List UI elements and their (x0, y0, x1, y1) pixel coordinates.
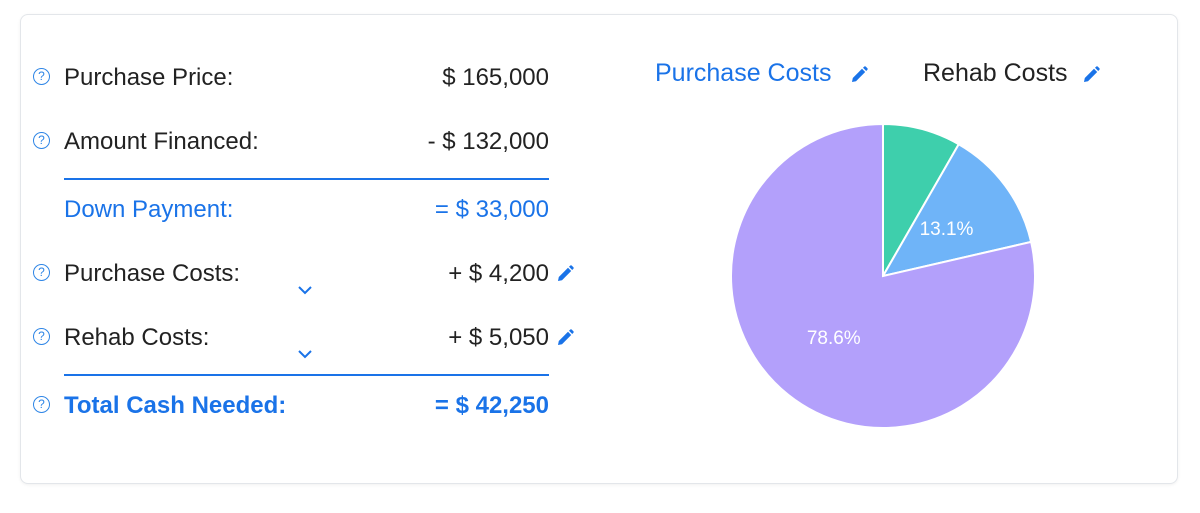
chevron-down-icon[interactable] (297, 284, 313, 296)
rehab-costs-label: Rehab Costs: (64, 324, 210, 351)
down-payment-row: Down Payment: = $ 33,000 (21, 190, 621, 230)
down-payment-label: Down Payment: (64, 196, 234, 223)
purchase-costs-value: + $ 4,200 (448, 260, 549, 287)
amount-financed-row: ? Amount Financed: - $ 132,000 (21, 122, 621, 162)
down-payment-value: = $ 33,000 (434, 196, 549, 223)
tab-purchase-costs[interactable]: Purchase Costs (655, 59, 832, 87)
pencil-icon[interactable] (1081, 65, 1101, 85)
help-icon[interactable]: ? (33, 396, 50, 413)
divider (64, 178, 549, 180)
cost-breakdown-pie-chart: 13.1% 78.6% (730, 122, 1036, 429)
amount-financed-value: - $ 132,000 (427, 128, 549, 155)
divider (64, 374, 549, 376)
total-cash-needed-row: ? Total Cash Needed: = $ 42,250 (21, 386, 621, 426)
chevron-down-icon[interactable] (297, 348, 313, 360)
total-cash-needed-value: = $ 42,250 (434, 392, 549, 419)
pencil-icon[interactable] (555, 264, 575, 284)
pencil-icon[interactable] (849, 65, 869, 85)
help-icon[interactable]: ? (33, 132, 50, 149)
total-cash-needed-label: Total Cash Needed: (64, 392, 287, 419)
help-icon[interactable]: ? (33, 264, 50, 281)
pie-slice[interactable] (880, 142, 1033, 278)
rehab-costs-value: + $ 5,050 (448, 324, 549, 351)
rehab-costs-row: ? Rehab Costs: + $ 5,050 (21, 318, 621, 360)
purchase-price-label: Purchase Price: (64, 64, 234, 91)
help-icon[interactable]: ? (33, 68, 50, 85)
tab-rehab-costs[interactable]: Rehab Costs (923, 59, 1068, 87)
pie-slice-label: 78.6% (807, 328, 861, 349)
cash-needed-card: ? Purchase Price: $ 165,000 ? Amount Fin… (20, 14, 1178, 484)
help-icon[interactable]: ? (33, 328, 50, 345)
purchase-costs-row: ? Purchase Costs: + $ 4,200 (21, 254, 621, 296)
purchase-price-value: $ 165,000 (442, 64, 549, 91)
amount-financed-label: Amount Financed: (64, 128, 259, 155)
purchase-price-row: ? Purchase Price: $ 165,000 (21, 58, 621, 98)
purchase-costs-label: Purchase Costs: (64, 260, 241, 287)
pie-slice-label: 13.1% (920, 219, 974, 240)
pencil-icon[interactable] (555, 328, 575, 348)
pie-slice[interactable] (730, 122, 1036, 429)
